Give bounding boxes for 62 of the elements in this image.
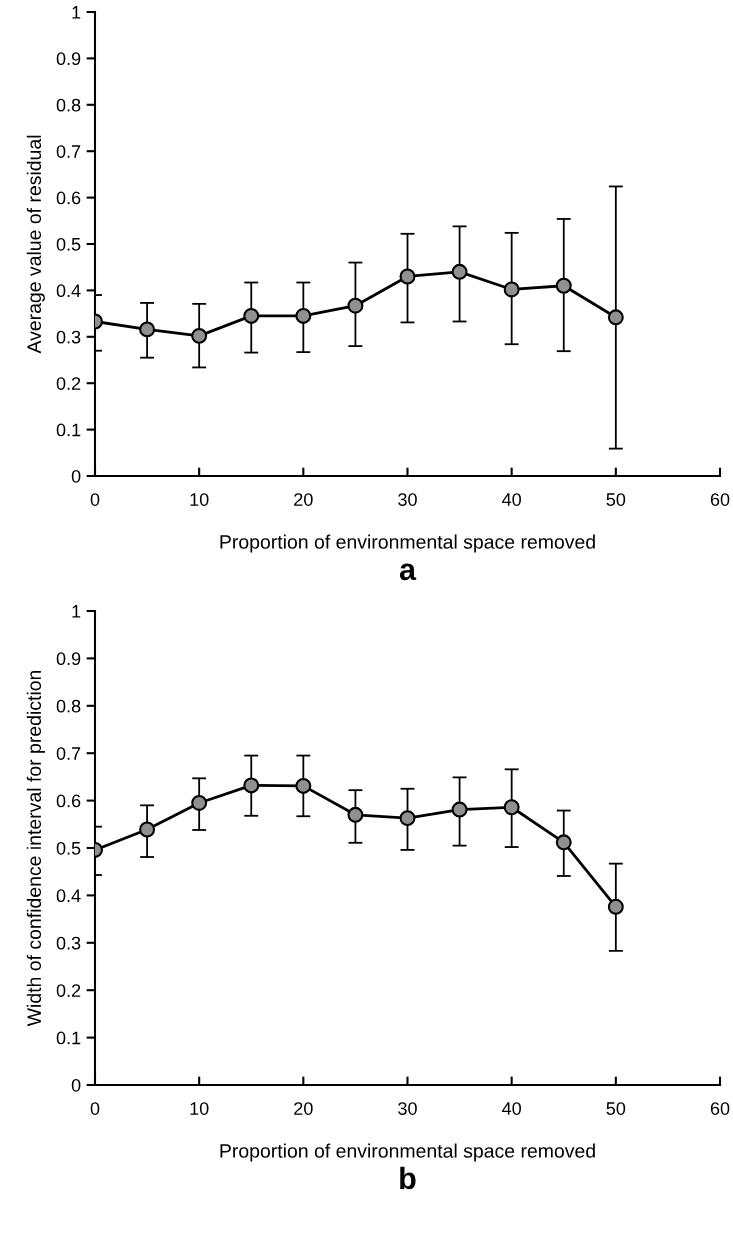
y-tick-label: 0.3 xyxy=(56,936,81,950)
y-tick-label: 0.2 xyxy=(56,377,81,390)
x-tick-label: 30 xyxy=(398,493,417,506)
x-axis-title: Proportion of environmental space removed xyxy=(220,1143,595,1162)
point xyxy=(399,268,416,285)
point xyxy=(347,806,364,823)
point xyxy=(191,327,208,344)
y-tick-label: 0.7 xyxy=(56,747,81,760)
point xyxy=(555,834,572,851)
x-tick-label: 30 xyxy=(398,1102,417,1115)
y-tick-label: 0.8 xyxy=(56,699,81,713)
y-tick-label: 0.3 xyxy=(56,330,81,344)
y-tick-label: 0.9 xyxy=(56,652,81,666)
x-tick-label: 0 xyxy=(90,493,100,506)
x-axis-title: Proportion of environmental space removed xyxy=(220,534,595,553)
y-tick-label: 0 xyxy=(71,469,81,483)
y-tick-label: 0.6 xyxy=(56,794,81,808)
point xyxy=(399,810,416,827)
y-tick-label: 0.7 xyxy=(56,145,81,158)
point xyxy=(243,777,260,794)
y-tick-label: 0.5 xyxy=(56,237,81,251)
point xyxy=(451,263,468,280)
y-tick-label: 0 xyxy=(71,1078,81,1092)
y-tick-label: 0.2 xyxy=(56,984,81,997)
x-tick-label: 40 xyxy=(502,1102,521,1115)
x-tick-label: 40 xyxy=(502,493,521,506)
y-tick-label: 0.5 xyxy=(56,841,81,855)
x-tick-label: 60 xyxy=(710,493,730,506)
point xyxy=(503,281,520,298)
x-tick-label: 10 xyxy=(190,1102,209,1115)
y-tick-label: 0.4 xyxy=(56,284,81,298)
y-axis-title: Average value of residual xyxy=(26,135,45,354)
x-tick-label: 0 xyxy=(90,1102,100,1115)
point xyxy=(139,821,156,838)
y-tick-label: 0.8 xyxy=(56,98,81,112)
text: b xyxy=(400,1166,416,1190)
point xyxy=(607,309,624,326)
x-tick-label: 20 xyxy=(294,1102,313,1115)
point xyxy=(607,898,624,915)
y-tick-label: 0.9 xyxy=(56,52,81,66)
point xyxy=(503,799,520,816)
x-tick-label: 60 xyxy=(710,1102,730,1115)
text: a xyxy=(399,563,417,581)
point xyxy=(451,801,468,818)
y-tick-label: 1 xyxy=(72,605,81,618)
point xyxy=(555,277,572,294)
point xyxy=(243,307,260,324)
x-tick-label: 20 xyxy=(294,493,313,506)
point xyxy=(139,321,156,338)
y-tick-label: 0.6 xyxy=(56,191,81,205)
y-tick-label: 0.4 xyxy=(56,889,81,903)
x-tick-label: 10 xyxy=(190,493,209,506)
point xyxy=(191,794,208,811)
y-tick-label: 1 xyxy=(72,6,81,19)
x-tick-label: 50 xyxy=(606,493,626,506)
x-tick-label: 50 xyxy=(606,1102,626,1115)
point xyxy=(295,307,312,324)
point xyxy=(347,297,364,314)
y-tick-label: 0.1 xyxy=(56,423,81,437)
y-tick-label: 0.1 xyxy=(56,1031,81,1045)
y-axis-title: Width of confidence interval for prediction xyxy=(26,670,45,1027)
point xyxy=(295,777,312,794)
